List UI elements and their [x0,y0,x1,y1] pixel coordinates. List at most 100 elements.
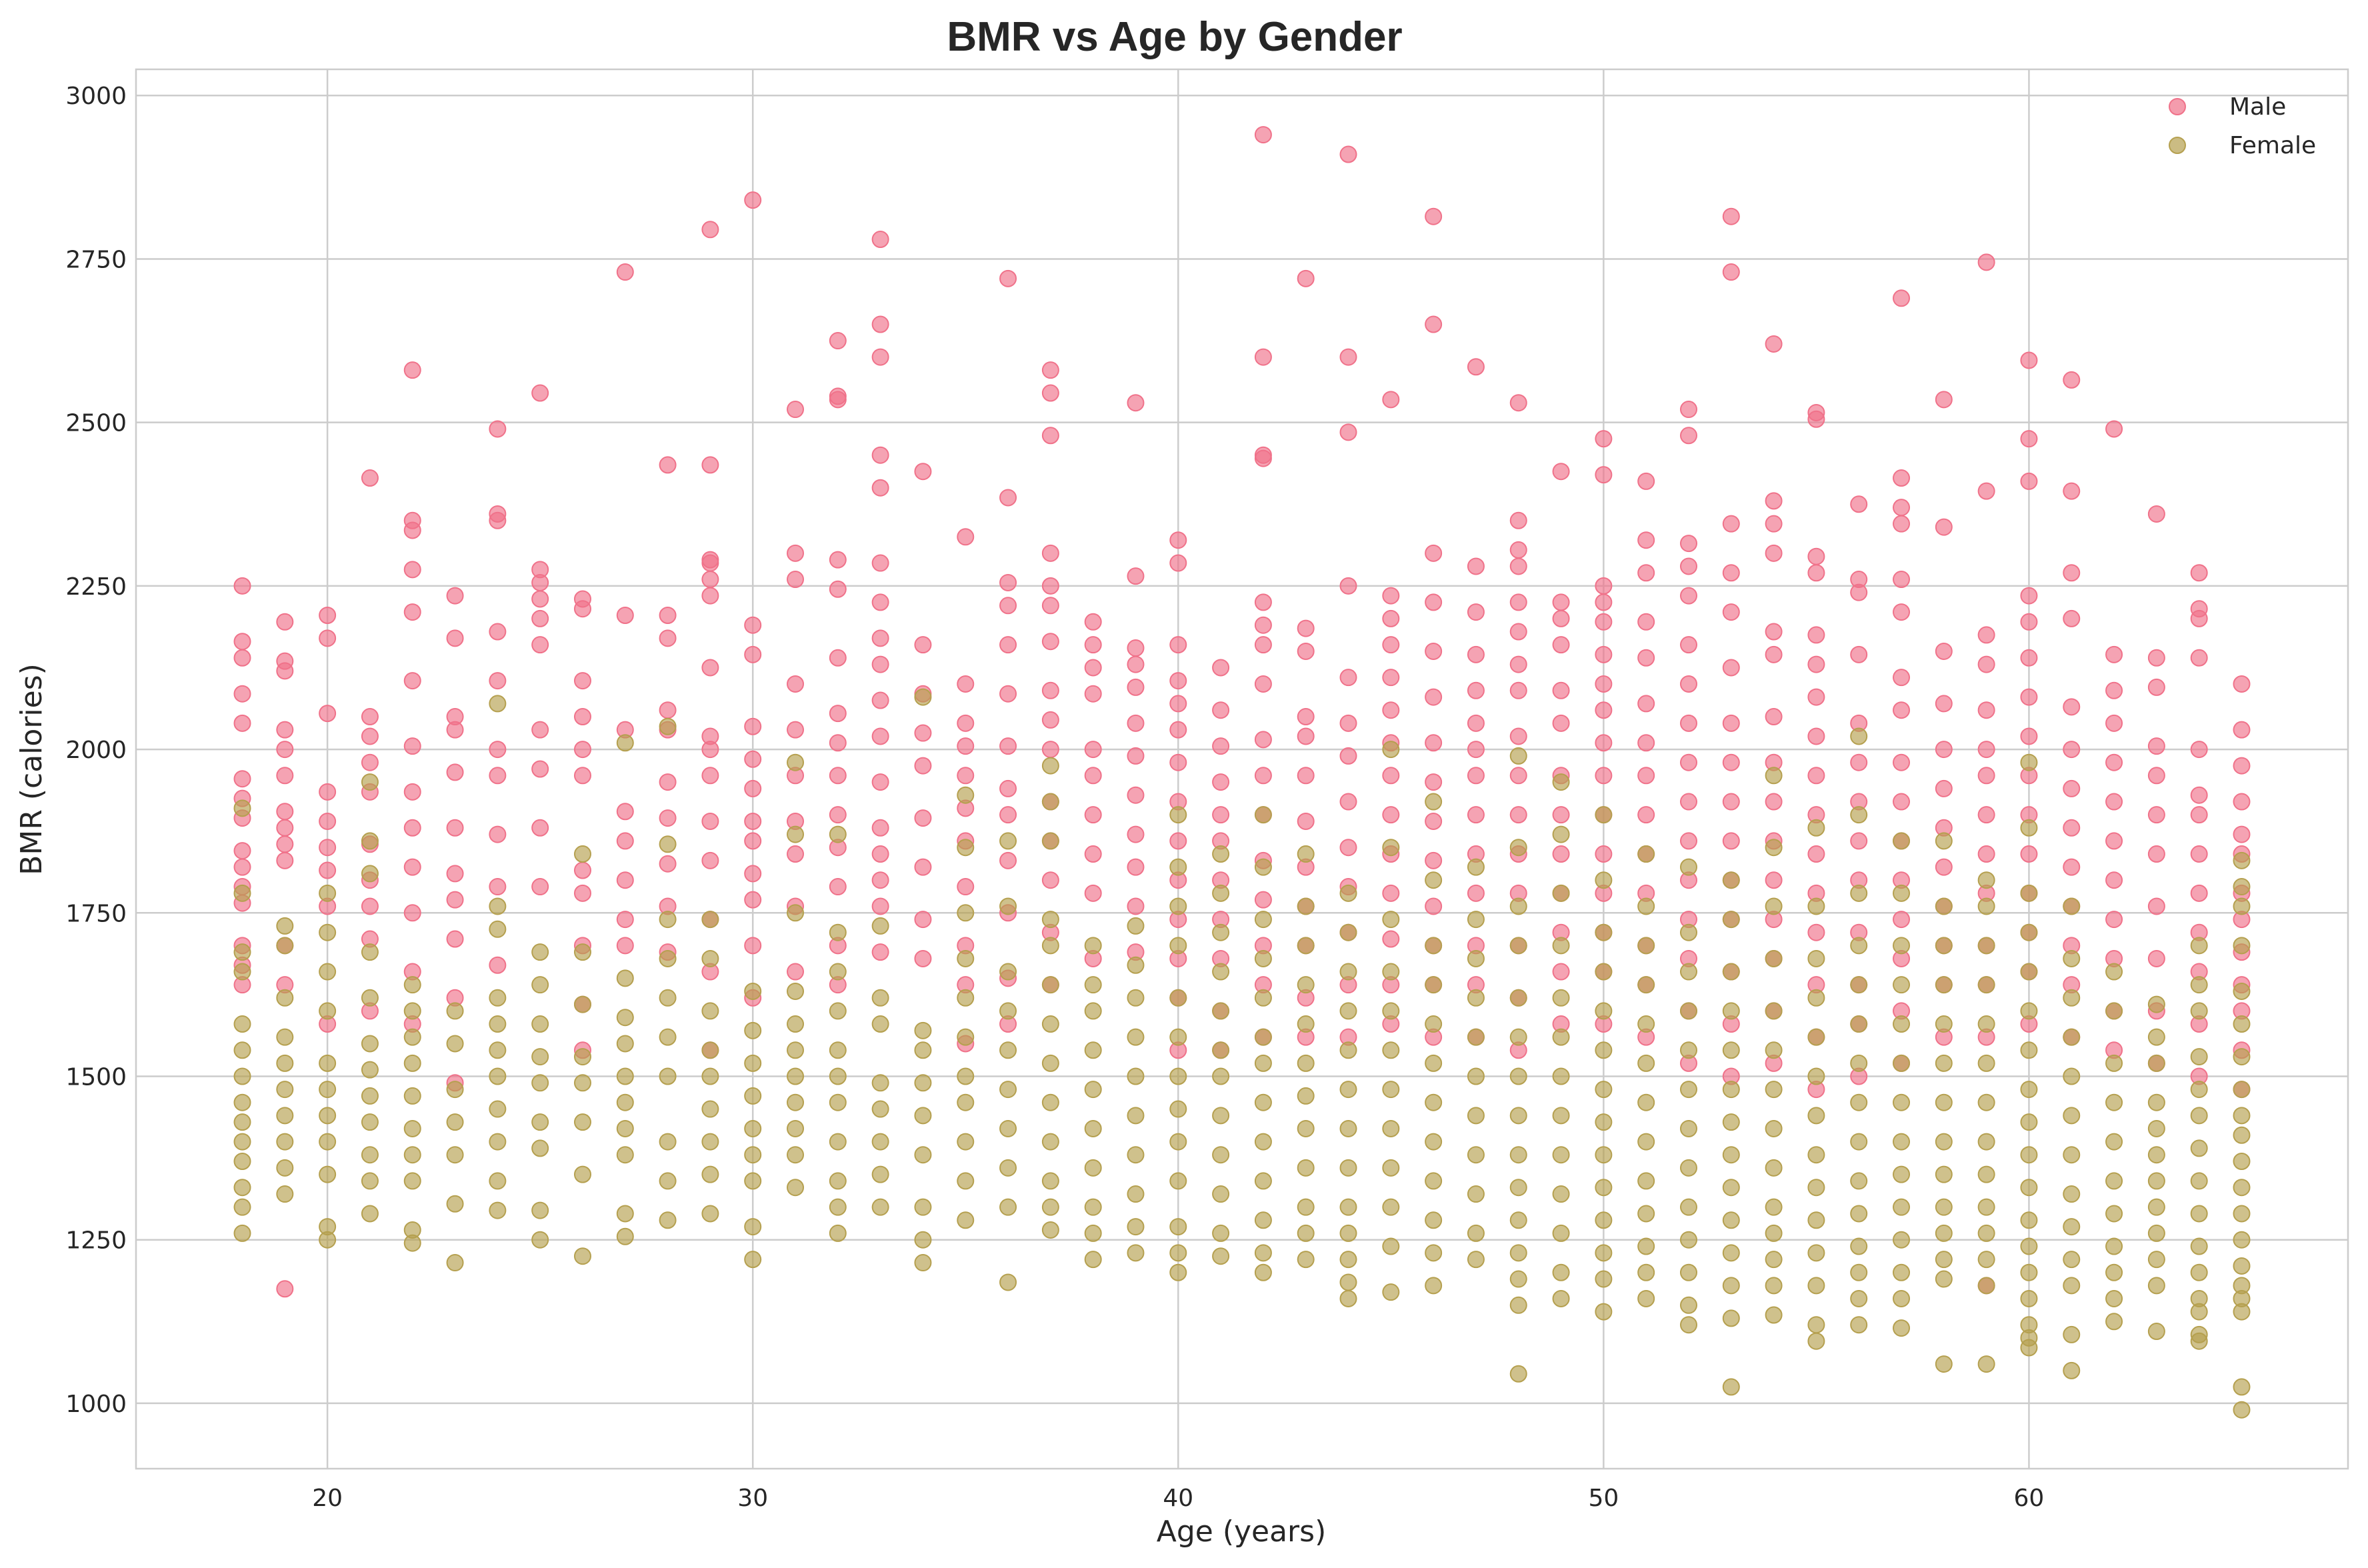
data-point-female [489,1100,507,1118]
data-point-male [1893,911,1911,929]
data-point-female [1893,1133,1911,1151]
data-point-female [1765,1224,1783,1242]
data-point-female [2063,1361,2081,1379]
data-point-female [1509,1270,1527,1288]
data-point-female [1339,1273,1357,1291]
data-point-female [1041,1015,1059,1033]
data-point-male [999,806,1017,824]
data-point-female [1169,989,1187,1007]
data-point-female [1382,1237,1400,1255]
data-point-female [659,989,677,1007]
data-point-female [233,963,251,981]
data-point-female [531,943,549,961]
data-point-female [531,1113,549,1131]
data-point-female [1850,1093,1868,1111]
data-point-female [1084,1251,1102,1269]
data-point-female [573,1113,591,1131]
data-point-male [1935,779,1953,797]
data-point-female [914,1021,932,1039]
data-point-male [573,884,591,902]
data-point-female [1637,1263,1655,1281]
data-point-male [1595,675,1613,693]
data-point-male [531,636,549,654]
data-point-male [2147,806,2165,824]
data-point-female [957,839,975,857]
data-point-female [446,1254,464,1272]
data-point-female [1977,1277,1995,1295]
y-tick-label: 2750 [65,246,127,273]
data-point-female [233,1093,251,1111]
data-point-female [2147,1146,2165,1164]
data-point-male [1169,672,1187,690]
data-point-female [1552,1028,1570,1046]
data-point-female [1212,1107,1230,1125]
data-point-female [1722,1179,1740,1197]
data-point-female [1679,1002,1697,1020]
data-point-male [531,609,549,627]
data-point-male [1509,806,1527,824]
data-point-female [1425,1211,1443,1229]
data-point-female [1893,976,1911,994]
data-point-female [531,1231,549,1249]
data-point-male [1127,567,1145,585]
data-point-male [787,675,805,693]
data-point-male [489,420,507,438]
data-point-female [1425,1054,1443,1072]
data-point-male [1807,564,1825,582]
data-point-male [1041,871,1059,889]
data-point-male [1893,515,1911,533]
data-point-male [1977,655,1995,673]
data-point-female [233,1067,251,1085]
data-point-male [1467,603,1485,621]
data-point-male [659,701,677,719]
data-point-male [2063,741,2081,759]
data-point-female [1084,1119,1102,1137]
data-point-female [1977,1015,1995,1033]
data-point-male [744,937,762,955]
data-point-male [1297,269,1315,287]
y-tick-labels: 1000 1250 1500 1750 2000 2250 2500 2750 3000 [65,83,127,1418]
data-point-female [829,1067,847,1085]
data-point-female [999,1041,1017,1059]
data-point-male [701,571,719,589]
data-point-female [1425,871,1443,889]
data-point-female [871,989,889,1007]
data-point-male [1850,832,1868,850]
plot-area-frame [135,68,2349,1470]
data-point-female [1679,1041,1697,1059]
data-point-female [1169,806,1187,824]
data-point-female [1807,1332,1825,1350]
data-point-female [361,1113,379,1131]
data-point-female [1679,1263,1697,1281]
data-point-female [1382,1041,1400,1059]
data-point-female [1254,1054,1272,1072]
data-point-female [1382,1081,1400,1099]
data-point-female [616,1146,634,1164]
data-point-male [616,803,634,821]
data-point-male [446,587,464,605]
data-point-female [1850,976,1868,994]
data-point-female [659,1133,677,1151]
data-point-female [2233,878,2251,896]
data-point-female [957,1172,975,1190]
data-point-male [1041,741,1059,759]
data-point-female [616,1119,634,1137]
data-point-male [1977,253,1995,271]
data-point-female [616,1009,634,1027]
data-point-male [446,891,464,909]
data-point-female [1339,1251,1357,1269]
data-point-male [1552,806,1570,824]
data-point-female [446,1002,464,1020]
data-point-female [1850,806,1868,824]
data-point-female [1977,871,1995,889]
data-point-male [871,691,889,709]
data-point-female [957,949,975,967]
data-point-female [2233,1126,2251,1144]
data-point-female [999,963,1017,981]
data-point-male [1679,753,1697,771]
data-point-male [1595,845,1613,863]
y-tick-label: 1500 [65,1063,127,1091]
data-point-female [2147,1054,2165,1072]
data-point-female [1595,963,1613,981]
data-point-female [1382,1283,1400,1301]
